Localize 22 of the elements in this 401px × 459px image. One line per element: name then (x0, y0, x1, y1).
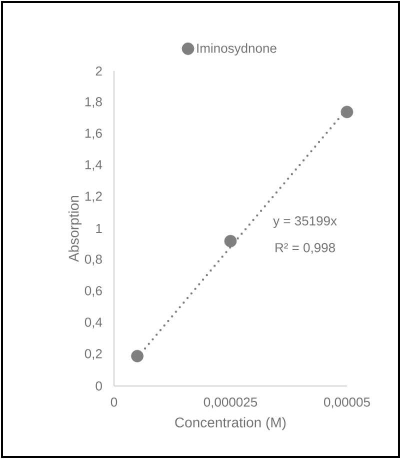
legend-label: Iminosydnone (197, 43, 276, 56)
y-tick-label: 0 (96, 381, 102, 391)
point (224, 234, 237, 248)
y-tick-label: 1 (96, 224, 102, 233)
y-tick-label: 0,2 (84, 349, 102, 360)
x-tick-label: 0,00005 (324, 398, 370, 408)
y-axis-title: Absorption (68, 196, 82, 262)
y-tick-label: 0,4 (84, 318, 102, 328)
y-tick-label: 0,8 (84, 254, 102, 266)
point (131, 350, 144, 362)
x-tick-label: 0 (110, 398, 118, 407)
y-tick-label: 1,2 (85, 192, 102, 202)
x-axis-title: Concentration (M) (175, 417, 286, 430)
y-tick-label: 1,8 (85, 97, 102, 108)
x-tick-label: 0,000025 (204, 398, 258, 408)
annotation: R² = 0,998 (276, 243, 335, 254)
y-tick-label: 0,6 (84, 286, 102, 297)
y-tick-label: 1,4 (85, 160, 102, 171)
annotation: y = 35199x (273, 216, 337, 228)
y-tick-label: 1,6 (85, 128, 102, 140)
point (340, 106, 354, 118)
y-tick-label: 2 (96, 66, 102, 76)
